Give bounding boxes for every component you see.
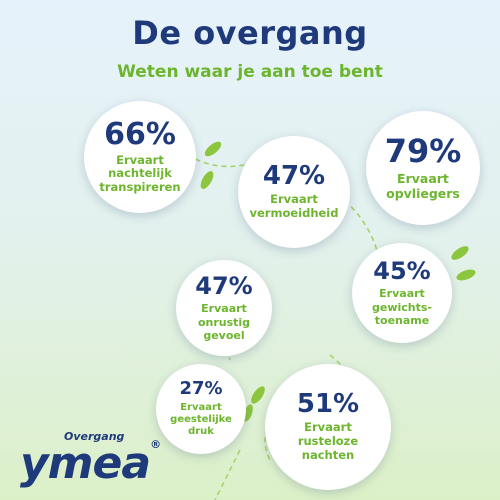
leaf-icon: [451, 246, 476, 281]
stat-hot-flashes: 79% Ervaart opvliegers: [366, 111, 480, 225]
stat-label: Ervaart geestelijke druk: [170, 401, 232, 437]
stat-percent: 45%: [373, 257, 431, 286]
stat-label: Ervaart nachtelijk transpireren: [99, 152, 181, 195]
stat-label: Ervaart opvliegers: [386, 171, 460, 202]
stat-percent: 47%: [262, 161, 326, 192]
logo-subtext: Overgang: [64, 430, 125, 443]
stat-label: Ervaart gewichts- toename: [372, 287, 432, 327]
stat-label: Ervaart rusteloze nachten: [297, 420, 359, 463]
stat-percent: 51%: [296, 389, 360, 420]
stat-percent: 47%: [195, 272, 253, 301]
ymea-logo: ymea®: [20, 438, 161, 489]
stat-label: Ervaart vermoeidheid: [249, 192, 339, 221]
stat-fatigue: 47% Ervaart vermoeidheid: [238, 136, 350, 248]
stat-night-sweats: 66% Ervaart nachtelijk transpireren: [84, 101, 196, 213]
page-subtitle: Weten waar je aan toe bent: [117, 62, 383, 82]
page-title: De overgang: [132, 14, 368, 52]
stat-restless-feeling: 47% Ervaart onrustig gevoel: [176, 260, 272, 356]
stat-percent: 27%: [179, 378, 223, 400]
stat-label: Ervaart onrustig gevoel: [197, 302, 251, 342]
stat-restless-nights: 51% Ervaart rusteloze nachten: [265, 364, 391, 490]
stat-percent: 66%: [104, 117, 176, 153]
leaf-icon: [243, 386, 265, 422]
registered-mark: ®: [150, 438, 161, 451]
stat-weight-gain: 45% Ervaart gewichts- toename: [352, 243, 452, 343]
stat-mental-pressure: 27% Ervaart geestelijke druk: [156, 364, 246, 454]
stat-percent: 79%: [384, 131, 462, 170]
leaf-icon: [200, 141, 222, 189]
logo-text: ymea: [20, 438, 151, 489]
